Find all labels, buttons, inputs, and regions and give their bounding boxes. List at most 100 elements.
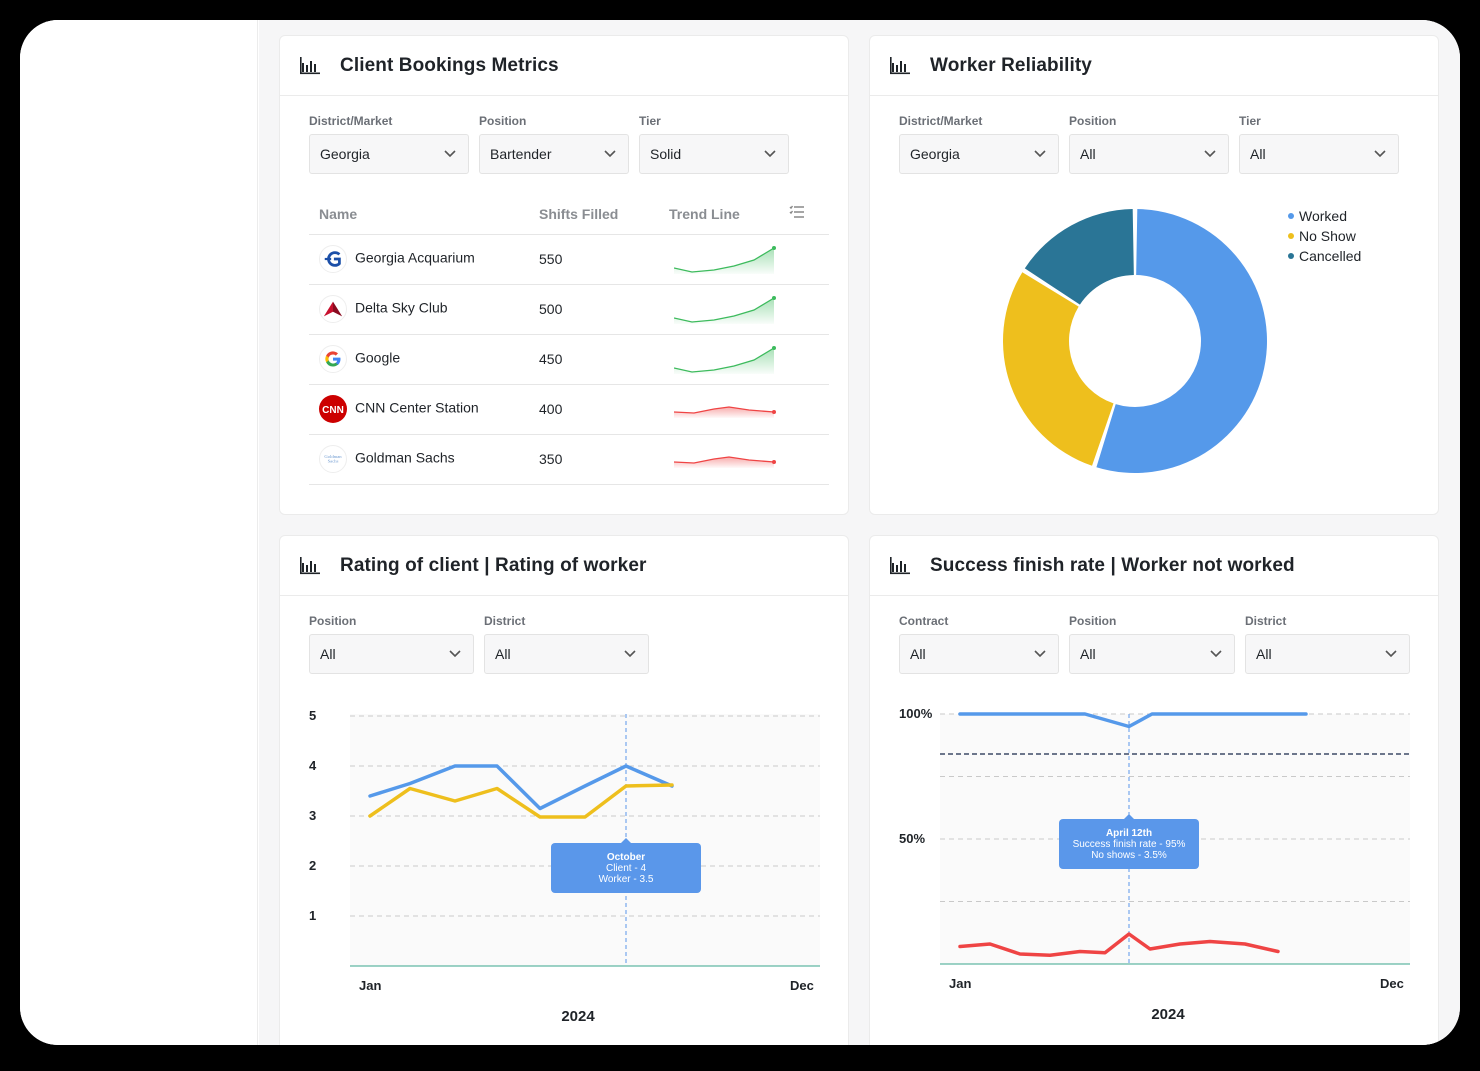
y-tick-label: 50% [899, 831, 926, 846]
legend-label: No Show [1299, 228, 1356, 244]
tier-select[interactable]: Solid [639, 134, 789, 174]
client-name-cell: Goldman Sachs Goldman Sachs [309, 434, 539, 485]
legend-item[interactable]: Worked [1288, 206, 1361, 226]
filter-label: Tier [1239, 114, 1261, 128]
filter-tier: Tier All [1239, 114, 1399, 174]
column-header-trend[interactable]: Trend Line [669, 194, 789, 235]
sparkline-end-dot [772, 296, 776, 300]
district-select[interactable]: All [1245, 634, 1410, 674]
district-select[interactable]: Georgia [899, 134, 1059, 174]
success-line-chart: 100% 50% Jan Dec 2024 April 12th Success finis… [870, 696, 1440, 1045]
series-line-1[interactable] [958, 932, 1280, 957]
filter-label: Tier [639, 114, 661, 128]
chevron-down-icon [604, 150, 616, 158]
tooltip-line: No shows - 3.5% [1091, 850, 1167, 861]
google-logo [319, 345, 347, 373]
filters: District/Market Georgia Position All Tie… [899, 114, 1399, 174]
legend-item[interactable]: Cancelled [1288, 246, 1361, 266]
screen: Client Bookings Metrics District/Market … [20, 20, 1460, 1045]
shifts-filled-cell: 550 [539, 234, 669, 285]
series-line-1[interactable] [368, 783, 674, 819]
position-select[interactable]: All [1069, 134, 1229, 174]
filter-label: District/Market [899, 114, 983, 128]
reliability-donut-chart [1003, 209, 1267, 473]
district-select[interactable]: Georgia [309, 134, 469, 174]
column-header-shifts[interactable]: Shifts Filled [539, 194, 669, 235]
filter-position: Position Bartender [479, 114, 629, 174]
contract-select[interactable]: All [899, 634, 1059, 674]
legend-item[interactable]: No Show [1288, 226, 1361, 246]
client-name: Delta Sky Club [355, 299, 448, 316]
filter-district: District All [1245, 614, 1410, 674]
filter-label: District [1245, 614, 1287, 628]
select-value: All [1080, 646, 1096, 662]
georgia-aquarium-logo [319, 245, 347, 273]
select-value: All [1256, 646, 1272, 662]
y-tick-label: 4 [309, 758, 317, 773]
filter-position: Position All [1069, 114, 1229, 174]
filter-label: Position [1069, 114, 1117, 128]
shifts-filled-cell: 500 [539, 284, 669, 335]
card-title: Client Bookings Metrics [340, 54, 559, 76]
position-select[interactable]: Bartender [479, 134, 629, 174]
x-tick-label: Dec [1380, 976, 1404, 991]
filter-position: Position All [1069, 614, 1235, 674]
cnn-logo: CNN [319, 395, 347, 423]
sparkline [673, 346, 776, 374]
chevron-down-icon [1385, 650, 1397, 658]
sparkline [673, 296, 776, 324]
district-select[interactable]: All [484, 634, 649, 674]
position-select[interactable]: All [309, 634, 474, 674]
worker-reliability-card: Worker Reliability District/Market Georg… [869, 35, 1439, 515]
svg-text:CNN: CNN [322, 405, 344, 416]
sparkline-area [674, 298, 774, 324]
client-bookings-card: Client Bookings Metrics District/Market … [279, 35, 849, 515]
y-tick-label: 1 [309, 908, 317, 923]
legend-dot [1288, 253, 1294, 260]
position-select[interactable]: All [1069, 634, 1235, 674]
chart-tooltip: October Client - 4 Worker - 3.5 [551, 838, 701, 893]
sparkline-end-dot [772, 246, 776, 250]
trend-line-cell [669, 384, 829, 435]
bar-chart-icon [890, 56, 912, 75]
table-row[interactable]: Google 450 [309, 334, 829, 385]
chevron-down-icon [449, 650, 461, 658]
table-header-row: Name Shifts Filled Trend Line [309, 194, 829, 235]
sparkline-line [673, 347, 775, 373]
bar-chart-icon [300, 56, 322, 75]
table-row[interactable]: Delta Sky Club 500 [309, 284, 829, 335]
series-line-0[interactable] [368, 764, 674, 811]
filter-district: District/Market Georgia [899, 114, 1059, 174]
column-options[interactable] [789, 194, 829, 235]
plot-area [350, 714, 820, 966]
sparkline-area [674, 248, 774, 274]
donut-slice-no-show[interactable] [1003, 272, 1114, 466]
client-name: Goldman Sachs [355, 449, 455, 466]
column-header-name[interactable]: Name [309, 194, 539, 235]
filter-district: District All [484, 614, 649, 674]
rating-line-chart: 5 4 3 2 1 Jan Dec 2024 October Client - 4 Worker -… [280, 696, 850, 1045]
list-settings-icon[interactable] [789, 205, 805, 219]
donut-slice-cancelled[interactable] [1024, 209, 1134, 305]
tier-select[interactable]: All [1239, 134, 1399, 174]
select-value: Solid [650, 146, 682, 162]
trend-line-cell [669, 234, 829, 285]
donut-slice-worked[interactable] [1096, 209, 1267, 473]
sparkline-line [673, 247, 775, 273]
card-header: Rating of client | Rating of worker [280, 536, 848, 596]
table-row[interactable]: CNN CNN Center Station 400 [309, 384, 829, 435]
sparkline-end-dot [772, 346, 776, 350]
card-header: Worker Reliability [870, 36, 1438, 96]
select-value: All [1080, 146, 1096, 162]
table-row[interactable]: Goldman Sachs Goldman Sachs 350 [309, 434, 829, 485]
filters: Contract All Position All District All [899, 614, 1410, 674]
series-line-0[interactable] [958, 712, 1308, 729]
sparkline-line [673, 406, 775, 414]
client-name: Georgia Acquarium [355, 249, 475, 266]
delta-logo [319, 295, 347, 323]
y-tick-label: 5 [309, 708, 317, 723]
x-tick-label: Jan [359, 978, 382, 993]
chart-tooltip: April 12th Success finish rate - 95% No sh… [1059, 814, 1199, 869]
table-row[interactable]: Georgia Acquarium 550 [309, 234, 829, 285]
chevron-down-icon [624, 650, 636, 658]
